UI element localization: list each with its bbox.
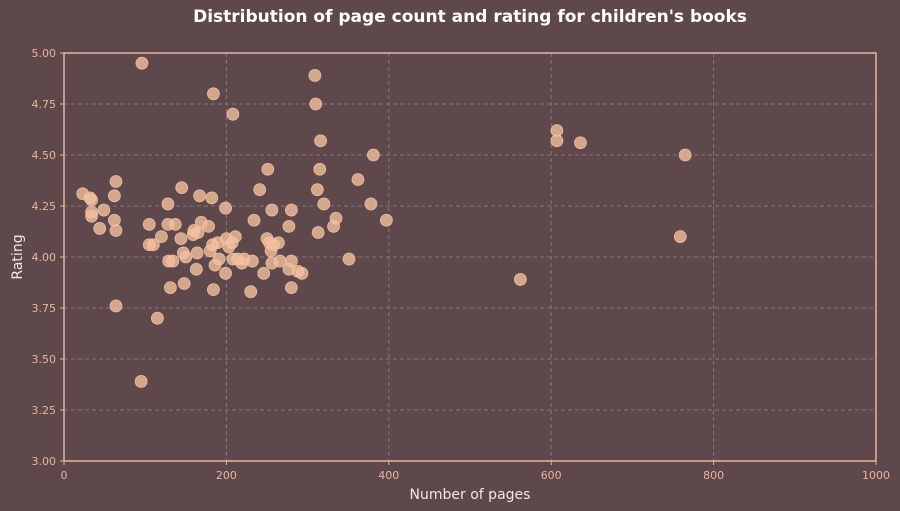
data-point [327,219,340,233]
data-point [550,134,564,148]
data-point [219,201,232,215]
data-point [271,236,285,250]
y-tick-label: 5.00 [32,47,57,60]
data-point [313,162,327,176]
x-axis-label: Number of pages [410,487,531,503]
x-tick-label: 400 [378,469,399,482]
data-point [179,250,193,264]
data-point [174,232,188,246]
data-point [135,56,149,70]
x-tick-label: 1000 [862,469,890,482]
data-point [678,148,692,162]
data-point [282,219,296,233]
data-point [193,189,207,203]
data-point [186,228,200,241]
x-axis-ticks: 0 200 400 600 800 1000 [61,461,890,482]
y-tick-label: 3.00 [32,455,57,468]
y-tick-label: 4.75 [32,98,57,111]
data-point [264,244,278,258]
data-point [364,197,378,211]
data-point [219,266,232,280]
data-point [309,97,323,111]
data-point [134,375,148,388]
data-point [574,136,587,150]
data-point [203,244,217,258]
data-point [155,230,168,244]
data-point [109,175,123,188]
data-point [222,240,236,254]
data-point [107,189,121,203]
y-tick-label: 3.75 [32,302,57,315]
data-point [190,246,204,260]
y-tick-label: 4.25 [32,200,57,213]
data-point [366,148,380,162]
data-point [142,217,156,231]
data-point [175,181,189,195]
data-point [235,256,249,270]
y-tick-label: 4.50 [32,149,57,162]
grid [64,53,876,461]
y-axis-ticks: 3.00 3.25 3.50 3.75 4.00 4.25 4.50 4.75 5.00 [32,47,64,468]
data-point [85,209,99,223]
points [76,56,692,388]
data-point [161,197,175,211]
x-tick-label: 600 [541,469,562,482]
data-point [168,217,182,231]
data-point [284,281,298,295]
data-point [257,266,271,280]
data-point [207,87,220,101]
data-point [207,283,220,297]
data-point [351,173,365,186]
data-point [109,224,123,237]
x-tick-label: 800 [703,469,724,482]
y-tick-label: 3.50 [32,353,57,366]
data-point [109,299,123,313]
data-point [247,213,261,227]
data-point [93,222,107,235]
data-point [228,230,242,244]
data-point [97,203,111,217]
data-point [202,219,215,233]
data-point [245,254,259,268]
data-point [146,238,160,252]
data-point [379,213,393,227]
data-point [85,193,99,207]
data-point [226,107,240,121]
data-point [261,162,275,176]
data-point [342,252,356,266]
data-point [317,197,331,211]
data-point [314,134,327,148]
data-point [177,277,191,290]
chart-title: Distribution of page count and rating fo… [193,7,747,27]
data-point [205,191,219,205]
y-tick-label: 3.25 [32,404,57,417]
data-point [163,281,177,295]
data-point [150,311,164,325]
y-axis-label: Rating [10,234,26,279]
data-point [212,252,226,266]
x-tick-label: 200 [216,469,237,482]
y-tick-label: 4.00 [32,251,57,264]
data-point [310,183,324,197]
data-point [265,203,279,217]
data-point [189,262,203,276]
data-point [166,254,180,268]
data-point [311,226,325,239]
data-point [253,183,267,197]
data-point [244,285,258,299]
data-point [308,69,322,82]
data-point [673,230,687,244]
x-tick-label: 0 [61,469,68,482]
data-point [295,266,309,280]
data-point [284,203,298,217]
data-point [513,273,527,286]
